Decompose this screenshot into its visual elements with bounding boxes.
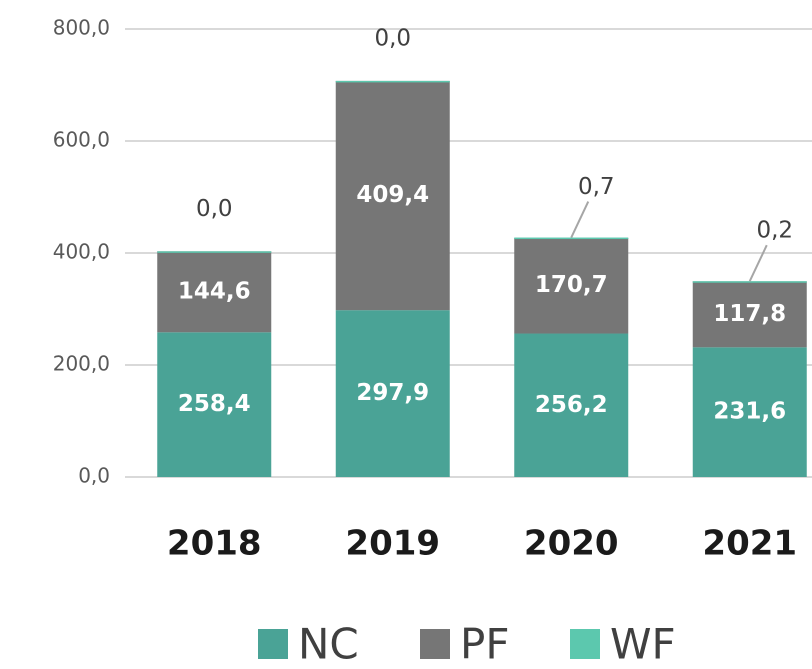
bar-segment	[514, 333, 629, 477]
legend-label: WF	[610, 620, 676, 669]
bar-segment	[157, 251, 272, 253]
value-label: 409,4	[356, 182, 429, 208]
legend-swatch	[420, 629, 450, 659]
bar-segment	[692, 281, 807, 348]
y-tick-label: 400,0	[53, 240, 110, 264]
value-label: 0,0	[374, 25, 411, 51]
y-tick-label: 800,0	[53, 16, 110, 40]
bar-segment	[335, 80, 450, 311]
legend-label: PF	[460, 620, 510, 669]
value-label: 144,6	[178, 278, 251, 304]
bar-segment	[692, 281, 807, 283]
legend-label: NC	[298, 620, 359, 669]
leader-line	[570, 201, 590, 238]
bar-segment	[157, 332, 272, 477]
value-label: 231,6	[713, 399, 786, 425]
value-label: 297,9	[356, 380, 429, 406]
value-label: 170,7	[535, 272, 608, 298]
x-tick-label: 2019	[345, 524, 440, 564]
value-label: 258,4	[178, 391, 251, 417]
bar-segment	[335, 80, 450, 83]
bar-segment	[157, 251, 272, 333]
bar-segment	[514, 237, 629, 334]
bar-segment	[335, 310, 450, 477]
x-tick-label: 2020	[524, 524, 619, 564]
y-tick-label: 0,0	[78, 464, 110, 488]
y-tick-label: 600,0	[53, 128, 110, 152]
legend-swatch	[258, 629, 288, 659]
value-label: 0,2	[756, 218, 793, 244]
bar-segment	[514, 237, 629, 240]
legend-swatch	[570, 629, 600, 659]
y-tick-label: 200,0	[53, 352, 110, 376]
value-label: 256,2	[535, 392, 608, 418]
leader-line	[748, 244, 768, 282]
bar-segment	[692, 347, 807, 477]
x-tick-label: 2021	[702, 524, 797, 564]
value-label: 117,8	[713, 301, 786, 327]
value-label: 0,0	[196, 196, 233, 222]
x-tick-label: 2018	[167, 524, 262, 564]
value-label: 0,7	[578, 174, 615, 200]
